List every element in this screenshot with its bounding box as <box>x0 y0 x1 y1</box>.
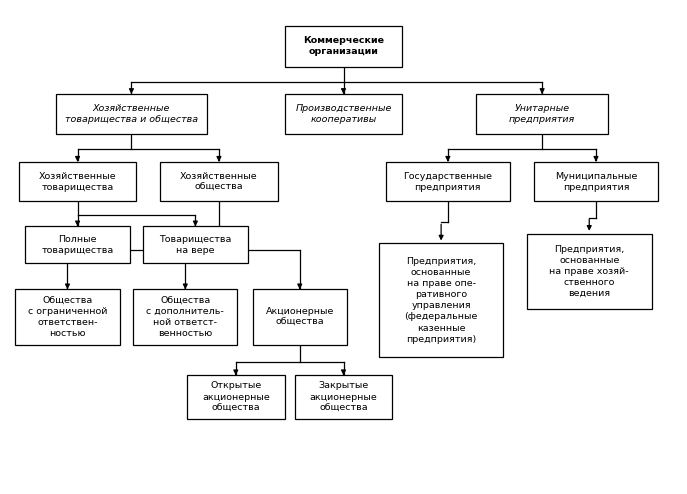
Text: Хозяйственные
общества: Хозяйственные общества <box>180 171 258 192</box>
FancyBboxPatch shape <box>477 94 608 134</box>
Text: Открытые
акционерные
общества: Открытые акционерные общества <box>202 381 270 412</box>
Text: Хозяйственные
товарищества: Хозяйственные товарищества <box>38 171 116 192</box>
FancyBboxPatch shape <box>25 226 130 263</box>
FancyBboxPatch shape <box>133 289 238 345</box>
Text: Полные
товарищества: Полные товарищества <box>41 235 113 254</box>
FancyBboxPatch shape <box>56 94 207 134</box>
FancyBboxPatch shape <box>160 162 278 202</box>
Text: Производственные
кооперативы: Производственные кооперативы <box>295 104 392 124</box>
FancyBboxPatch shape <box>187 375 284 419</box>
FancyBboxPatch shape <box>385 162 510 202</box>
Text: Государственные
предприятия: Государственные предприятия <box>403 171 493 192</box>
Text: Общества
с дополнитель-
ной ответст-
венностью: Общества с дополнитель- ной ответст- вен… <box>146 296 224 338</box>
Text: Унитарные
предприятия: Унитарные предприятия <box>509 104 575 124</box>
Text: Хозяйственные
товарищества и общества: Хозяйственные товарищества и общества <box>65 104 198 124</box>
FancyBboxPatch shape <box>284 26 403 67</box>
Text: Предприятия,
основанные
на праве опе-
ративного
управления
(федеральные
казенные: Предприятия, основанные на праве опе- ра… <box>405 257 478 344</box>
FancyBboxPatch shape <box>527 234 651 309</box>
FancyBboxPatch shape <box>253 289 347 345</box>
Text: Товарищества
на вере: Товарищества на вере <box>159 235 232 254</box>
FancyBboxPatch shape <box>534 162 658 202</box>
FancyBboxPatch shape <box>295 375 392 419</box>
FancyBboxPatch shape <box>284 94 403 134</box>
FancyBboxPatch shape <box>143 226 247 263</box>
Text: Закрытые
акционерные
общества: Закрытые акционерные общества <box>310 381 377 412</box>
Text: Общества
с ограниченной
ответствен-
ностью: Общества с ограниченной ответствен- ност… <box>27 296 107 338</box>
Text: Акционерные
общества: Акционерные общества <box>266 307 334 327</box>
FancyBboxPatch shape <box>379 244 504 357</box>
Text: Коммерческие
организации: Коммерческие организации <box>303 36 384 56</box>
FancyBboxPatch shape <box>15 289 120 345</box>
Text: Муниципальные
предприятия: Муниципальные предприятия <box>555 171 637 192</box>
Text: Предприятия,
основанные
на праве хозяй-
ственного
ведения: Предприятия, основанные на праве хозяй- … <box>550 245 629 298</box>
FancyBboxPatch shape <box>19 162 137 202</box>
